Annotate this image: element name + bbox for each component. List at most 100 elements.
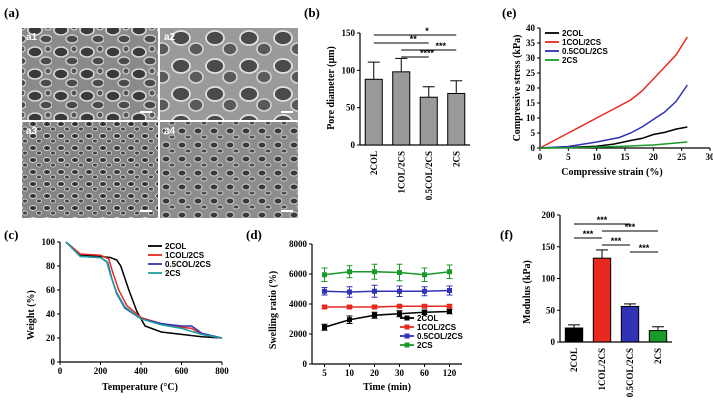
b-x-tick-label: 2COL [369, 151, 379, 175]
d-y-tick-label: 6000 [289, 269, 308, 279]
e-x-tick-label: 20 [649, 152, 659, 162]
c-x-tick-label: 200 [94, 366, 108, 376]
d-data-point [372, 269, 377, 275]
f-ylabel: Modulus (kPa) [522, 260, 533, 324]
panel-label-f: (f) [500, 227, 513, 242]
e-series-line [539, 141, 688, 149]
sem-label-a3: a3 [26, 126, 38, 137]
f-y-tick-label: 150 [542, 242, 556, 252]
d-y-tick-label: 0 [303, 359, 308, 369]
c-y-tick-label: 20 [46, 333, 56, 343]
f-significance-label: *** [639, 243, 650, 253]
d-data-point [322, 288, 327, 294]
b-significance-label: ** [410, 34, 418, 44]
d-series-line [324, 289, 450, 293]
e-series-line [539, 126, 688, 149]
e-x-tick-label: 0 [538, 152, 543, 162]
b-bar [447, 92, 466, 146]
e-y-tick-label: 5 [531, 128, 536, 138]
b-y-tick-label: 50 [346, 103, 356, 113]
e-y-tick-label: 25 [526, 68, 536, 78]
b-y-tick-label: 0 [351, 140, 356, 150]
e-legend-label: 2COL [562, 29, 583, 38]
f-bar [648, 330, 668, 343]
d-legend-marker [404, 333, 410, 339]
e-legend-label: 0.5COL/2CS [562, 47, 608, 56]
c-y-tick-label: 40 [46, 309, 56, 319]
b-significance-label: *** [435, 41, 446, 51]
e-legend-label: 1COL/2CS [562, 38, 602, 47]
d-x-tick-label: 5 [322, 368, 327, 378]
c-x-tick-label: 400 [134, 366, 148, 376]
sem-label-a4: a4 [164, 126, 176, 137]
d-data-point [322, 324, 327, 330]
d-data-point [447, 303, 452, 309]
d-data-point [372, 312, 377, 318]
d-data-point [397, 303, 402, 309]
f-y-tick-label: 200 [542, 210, 556, 220]
d-data-point [447, 288, 452, 293]
c-x-tick-label: 600 [175, 366, 189, 376]
sem-image-a4 [160, 122, 298, 218]
e-series-line [539, 84, 688, 149]
b-bar [392, 71, 411, 146]
c-legend-label: 1COL/2CS [165, 251, 205, 260]
f-x-tick-label: 2COL [569, 348, 579, 372]
b-y-tick-label: 100 [342, 65, 356, 75]
d-data-point [447, 269, 452, 275]
d-legend-marker [404, 315, 410, 321]
f-bar [592, 257, 612, 343]
sem-image-a1 [22, 28, 158, 120]
c-legend-label: 2COL [165, 242, 186, 251]
sem-image-a2 [160, 28, 298, 120]
f-significance-label: *** [611, 236, 622, 246]
d-x-tick-label: 30 [395, 368, 405, 378]
c-series-line [65, 241, 223, 339]
c-ylabel: Weight (%) [26, 290, 37, 340]
d-legend-label: 0.5COL/2CS [417, 332, 463, 341]
e-x-tick-label: 10 [592, 152, 602, 162]
e-y-tick-label: 15 [526, 98, 536, 108]
d-data-point [347, 289, 352, 295]
d-y-tick-label: 4000 [289, 299, 308, 309]
c-y-tick-label: 100 [42, 237, 56, 247]
c-y-tick-label: 80 [46, 261, 56, 271]
d-data-point [447, 309, 452, 314]
d-data-point [422, 288, 427, 294]
e-y-tick-label: 35 [526, 38, 536, 48]
panel-label-c: (c) [4, 227, 18, 242]
d-data-point [372, 288, 377, 294]
sem-label-a2: a2 [164, 32, 176, 43]
b-bar [364, 78, 383, 146]
f-significance-label: *** [597, 215, 608, 225]
b-x-tick-label: 0.5COL/2CS [424, 151, 434, 200]
e-ylabel: Compressive stress (kPa) [512, 35, 523, 142]
d-data-point [372, 304, 377, 310]
c-series-line [65, 241, 223, 339]
d-series-line [324, 305, 450, 308]
f-significance-label: *** [583, 229, 594, 239]
b-significance-label: **** [420, 48, 435, 58]
d-x-tick-label: 120 [443, 368, 457, 378]
e-x-tick-label: 25 [677, 152, 687, 162]
panel-label-e: (e) [502, 5, 516, 20]
c-xlabel: Temperature (°C) [102, 382, 178, 393]
c-series-line [65, 241, 223, 339]
panel-label-b: (b) [304, 5, 320, 20]
tga-weight-chart: 0 20 40 60 80 100 0 200 400 600 800 2COL1COL/2CS0.5… [42, 237, 230, 376]
d-legend-label: 2CS [417, 341, 433, 350]
f-x-tick-label: 0.5COL/2CS [625, 348, 635, 397]
c-y-tick-label: 60 [46, 285, 56, 295]
d-data-point [347, 269, 352, 275]
d-data-point [397, 311, 402, 317]
d-legend-marker [404, 342, 410, 348]
panel-label-a: (a) [4, 5, 19, 20]
d-y-tick-label: 8000 [289, 239, 308, 249]
e-y-tick-label: 20 [526, 83, 536, 93]
f-y-tick-label: 100 [542, 274, 556, 284]
e-y-tick-label: 40 [526, 23, 536, 33]
e-y-tick-label: 30 [526, 53, 536, 63]
modulus-bar-chart: 0 50 100 150 200 2COL 1COL/2CS 0.5COL/2CS 2CS ***… [542, 210, 672, 397]
f-significance-label: *** [625, 222, 636, 232]
b-x-tick-label: 1COL/2CS [396, 151, 406, 194]
